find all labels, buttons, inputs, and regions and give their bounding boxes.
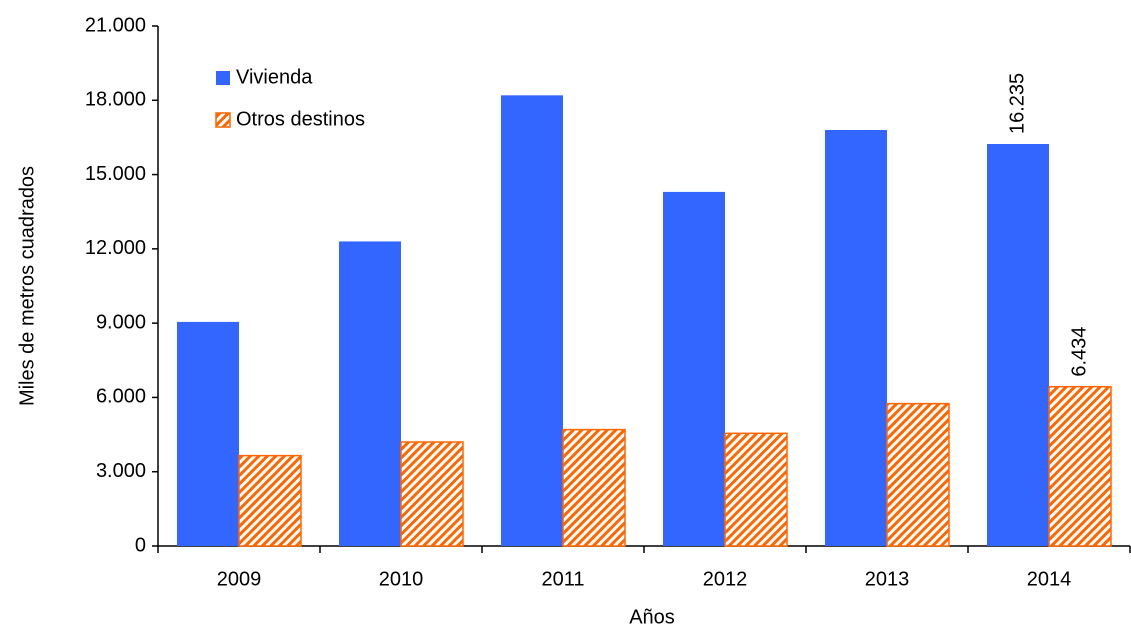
legend-label: Vivienda	[236, 66, 313, 88]
bar	[562, 428, 626, 547]
x-tick-label: 2011	[541, 568, 584, 590]
data-label: 16.235	[1006, 73, 1028, 134]
bar	[400, 441, 464, 547]
x-axis-label: Años	[629, 606, 675, 628]
y-tick-label: 0	[135, 534, 146, 556]
x-tick-label: 2009	[217, 568, 262, 590]
legend-swatch	[215, 112, 231, 128]
y-tick-label: 21.000	[85, 14, 146, 36]
bar	[1048, 385, 1112, 547]
y-tick-label: 18.000	[85, 89, 146, 111]
x-tick-label: 2013	[865, 568, 910, 590]
x-tick-label: 2014	[1027, 568, 1072, 590]
legend-swatch	[216, 71, 230, 85]
legend-label: Otros destinos	[236, 108, 365, 130]
bar	[886, 402, 950, 547]
bar	[724, 432, 788, 547]
bar	[663, 191, 725, 546]
y-tick-label: 3.000	[96, 460, 146, 482]
bar	[501, 95, 563, 546]
y-tick-label: 15.000	[85, 163, 146, 185]
bar	[825, 130, 887, 546]
bar	[238, 454, 302, 547]
bar	[177, 321, 239, 546]
x-tick-label: 2012	[703, 568, 748, 590]
y-axis-label: Miles de metros cuadrados	[16, 166, 38, 406]
bar	[339, 241, 401, 546]
y-tick-label: 6.000	[96, 386, 146, 408]
y-tick-label: 12.000	[85, 237, 146, 259]
bar	[987, 143, 1049, 546]
data-label: 6.434	[1068, 327, 1090, 377]
x-tick-label: 2010	[379, 568, 424, 590]
y-tick-label: 9.000	[96, 311, 146, 333]
